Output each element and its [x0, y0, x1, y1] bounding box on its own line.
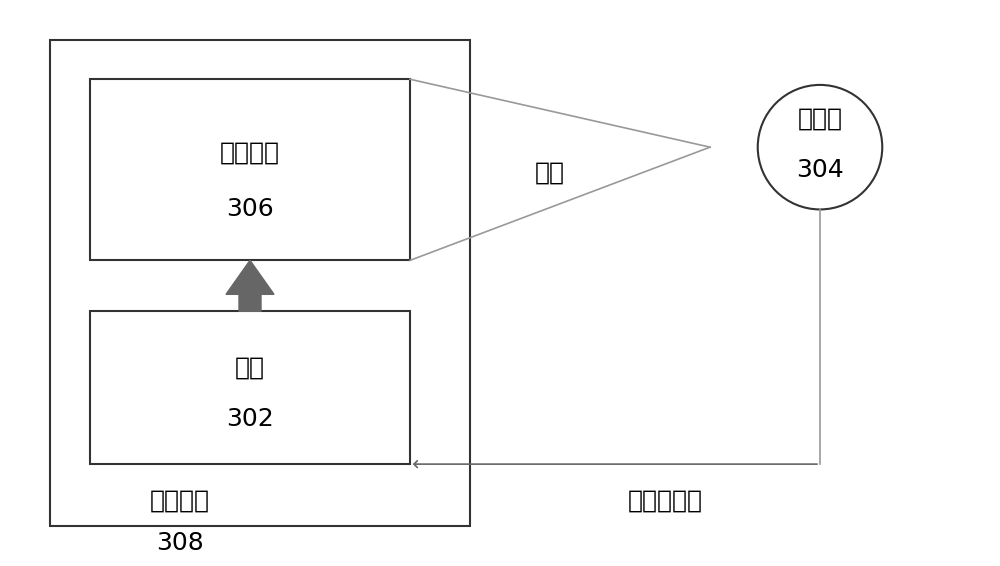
FancyArrow shape [226, 260, 274, 311]
Text: 302: 302 [226, 407, 274, 431]
Text: 显示设备: 显示设备 [220, 141, 280, 165]
Text: 终端设备: 终端设备 [150, 489, 210, 513]
Text: 304: 304 [796, 158, 844, 182]
Bar [90, 79, 410, 260]
Ellipse shape [758, 85, 882, 209]
Text: 主机: 主机 [235, 356, 265, 380]
Text: 拍摄: 拍摄 [535, 161, 565, 185]
Text: 308: 308 [156, 531, 204, 555]
Bar [50, 40, 470, 526]
Text: 306: 306 [226, 198, 274, 221]
Text: 摄像头: 摄像头 [798, 107, 842, 131]
Text: 数据线连接: 数据线连接 [628, 489, 702, 513]
Bar [90, 311, 410, 464]
